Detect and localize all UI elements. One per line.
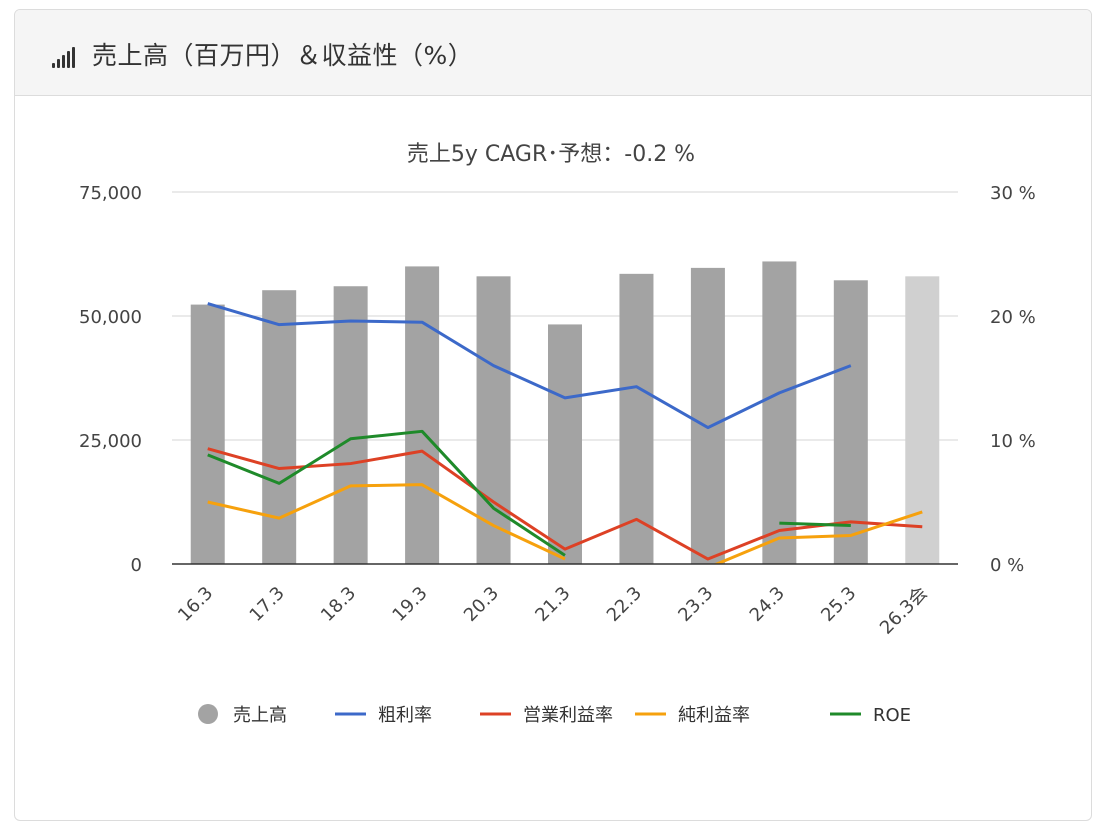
legend-label: 売上高 [233,705,287,726]
y-left-tick-label: 0 [131,555,142,576]
bar-16.3 [190,304,225,564]
card-title: 売上高（百万円）＆収益性（%） [92,41,474,70]
x-tick-label: 21.3 [531,583,574,626]
legend-label: 純利益率 [678,705,750,726]
y-right-tick-label: 10 % [990,431,1036,452]
x-tick-label: 18.3 [317,583,360,626]
y-right-tick-label: 30 % [990,183,1036,204]
x-tick-label: 24.3 [746,583,789,626]
line-純利益率 [712,510,923,564]
x-tick-label: 20.3 [460,583,503,626]
signal-bars-icon [52,46,88,68]
y-right-tick-label: 20 % [990,307,1036,328]
x-tick-label: 19.3 [388,583,431,626]
combo-chart: 売上5y CAGR･予想：-0.2 % 0 25,000 50,000 75,000 0… [79,142,1036,726]
bar-21.3 [548,324,582,564]
bar-23.3 [690,267,725,564]
y-left-tick-label: 25,000 [79,431,142,452]
y-left-tick-label: 75,000 [79,183,142,204]
legend-swatch [198,704,218,724]
x-tick-label: 26.3会 [876,583,932,639]
chart-title: 売上5y CAGR･予想：-0.2 % [407,142,695,167]
x-tick-label: 16.3 [174,583,217,626]
bar-22.3 [619,273,654,564]
x-tick-label: 25.3 [817,583,860,626]
line-純利益率 [207,483,566,561]
bar-20.3 [476,276,511,564]
line-ROE [779,521,851,528]
line-ROE [207,429,566,557]
bar-26.3会 [905,276,940,564]
line-営業利益率 [207,447,923,561]
x-tick-label: 22.3 [603,583,646,626]
x-tick-label: 17.3 [246,583,289,626]
line-粗利率 [207,302,852,430]
bar-25.3 [833,280,868,564]
legend-label: 営業利益率 [523,705,613,726]
y-left-tick-label: 50,000 [79,307,142,328]
bar-24.3 [762,261,797,564]
legend-label: ROE [873,705,911,726]
bar-17.3 [262,290,297,564]
bar-18.3 [333,286,368,564]
bar-19.3 [405,266,440,564]
x-tick-label: 23.3 [674,583,717,626]
card-header: 売上高（百万円）＆収益性（%） [15,10,1091,96]
legend-label: 粗利率 [378,705,432,726]
y-right-tick-label: 0 % [990,555,1024,576]
